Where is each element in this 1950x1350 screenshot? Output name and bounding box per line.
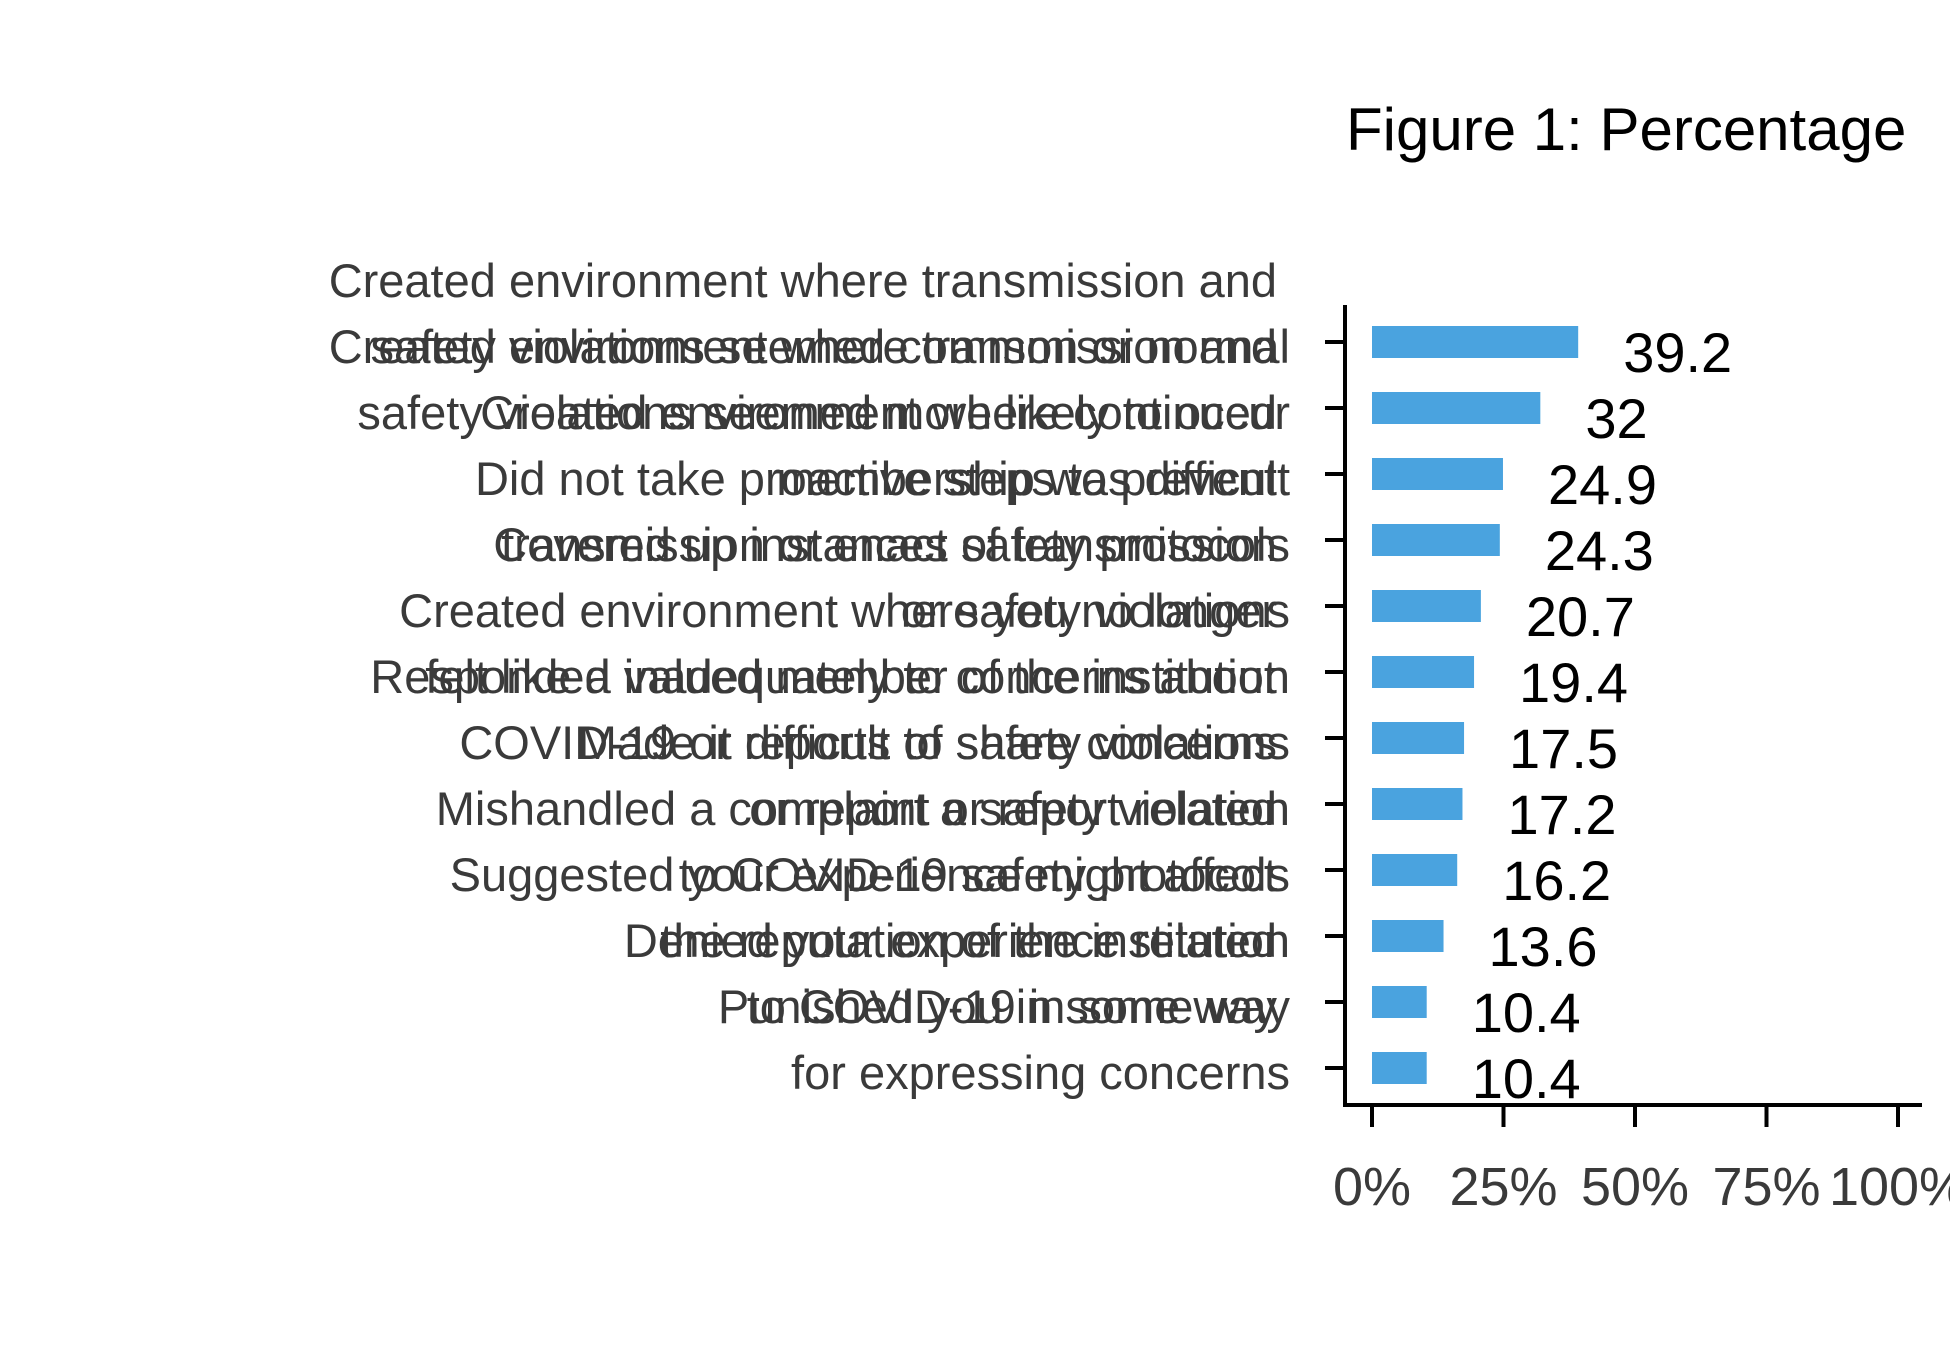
bar <box>1372 788 1463 820</box>
value-label: 19.4 <box>1519 651 1628 714</box>
category-label: Punished you in some way for expressing c… <box>718 980 1290 1099</box>
category-label: Responded inadequately to concerns about… <box>370 650 1290 769</box>
bar <box>1372 326 1579 358</box>
bar <box>1372 458 1503 490</box>
value-label: 32 <box>1585 387 1647 450</box>
value-label: 39.2 <box>1623 321 1732 384</box>
bar <box>1372 524 1500 556</box>
category-label: Created environment where continued membe… <box>480 386 1290 505</box>
value-label: 20.7 <box>1526 585 1635 648</box>
x-tick-label: 100% <box>1829 1157 1950 1217</box>
category-label: Suggested your experience might affect th… <box>450 848 1290 967</box>
bars <box>1372 326 1579 1084</box>
value-label: 10.4 <box>1472 981 1581 1044</box>
bar <box>1372 656 1475 688</box>
value-labels: 39.23224.924.320.719.417.517.216.213.610… <box>1472 321 1732 1110</box>
bar <box>1372 986 1427 1018</box>
value-label: 24.3 <box>1545 519 1654 582</box>
bar <box>1372 722 1465 754</box>
category-label: Made it difficult to share concerns or re… <box>578 716 1290 835</box>
bar <box>1372 392 1541 424</box>
value-label: 24.9 <box>1548 453 1657 516</box>
value-label: 17.2 <box>1507 783 1616 846</box>
category-label: Did not take proactive steps to prevent t… <box>475 452 1290 571</box>
bar <box>1372 854 1458 886</box>
value-label: 13.6 <box>1489 915 1598 978</box>
value-label: 17.5 <box>1509 717 1618 780</box>
x-tick-label: 25% <box>1449 1157 1557 1217</box>
x-tick-label: 50% <box>1581 1157 1689 1217</box>
chart-title: Figure 1: Percentage <box>1346 96 1906 163</box>
category-label: Covered up instances of transmission or s… <box>493 518 1290 637</box>
x-ticks: 0% 25% 50% 75%100% <box>1333 1105 1950 1217</box>
category-label: Created environment where you no longer f… <box>399 584 1290 703</box>
x-tick-label: 0% <box>1333 1157 1411 1217</box>
x-tick-label: 75% <box>1712 1157 1820 1217</box>
value-label: 16.2 <box>1502 849 1611 912</box>
category-label: Denied your experience related to COVID-1… <box>624 914 1291 1033</box>
category-label: Created environment where transmission a… <box>329 320 1290 439</box>
category-labels: Created environment where transmission a… <box>329 254 1291 1099</box>
bar <box>1372 590 1481 622</box>
axes <box>1325 305 1922 1107</box>
category-label: Mishandled a complaint or report related… <box>436 782 1290 901</box>
bar <box>1372 1052 1427 1084</box>
value-label: 10.4 <box>1472 1047 1581 1110</box>
bar <box>1372 920 1444 952</box>
category-label: Created environment where transmission a… <box>329 254 1290 373</box>
